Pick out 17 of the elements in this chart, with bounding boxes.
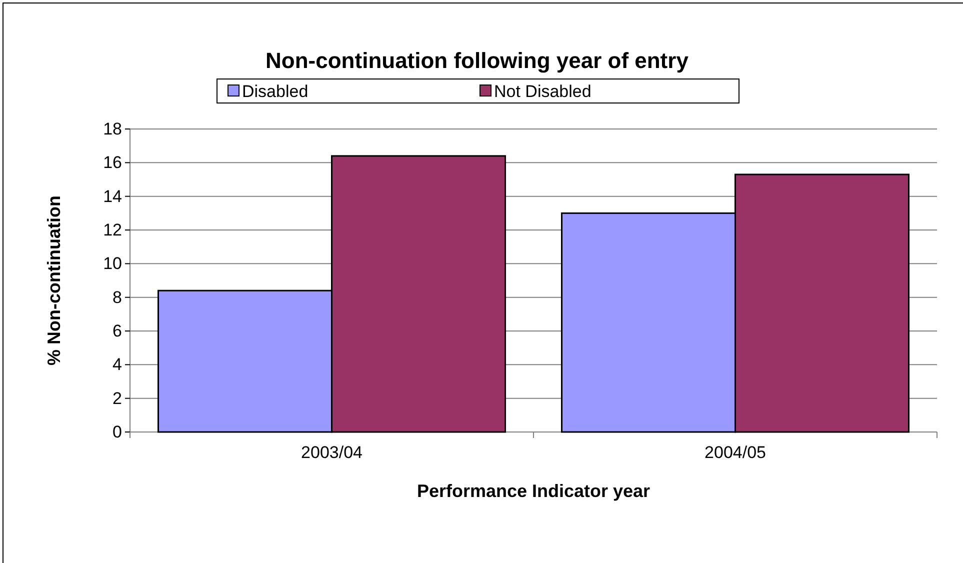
y-tick-label: 10 [103, 254, 122, 274]
y-tick-label: 12 [103, 220, 122, 240]
y-tick-label: 0 [112, 422, 122, 442]
y-tick-label: 2 [112, 388, 122, 408]
x-tick-label: 2003/04 [301, 443, 362, 462]
y-tick-label: 8 [112, 288, 122, 307]
legend-label: Disabled [242, 82, 308, 101]
y-axis-title: % Non-continuation [44, 196, 64, 366]
y-tick-label: 6 [112, 321, 122, 340]
y-tick-label: 18 [103, 119, 122, 138]
legend-label: Not Disabled [494, 82, 592, 101]
y-tick-label: 14 [103, 186, 122, 206]
y-tick-label: 16 [103, 153, 122, 172]
x-axis-title: Performance Indicator year [416, 481, 650, 501]
x-tick-label: 2004/05 [704, 443, 766, 462]
chart-title: Non-continuation following year of entry [266, 48, 690, 73]
y-tick-label: 4 [112, 355, 122, 374]
